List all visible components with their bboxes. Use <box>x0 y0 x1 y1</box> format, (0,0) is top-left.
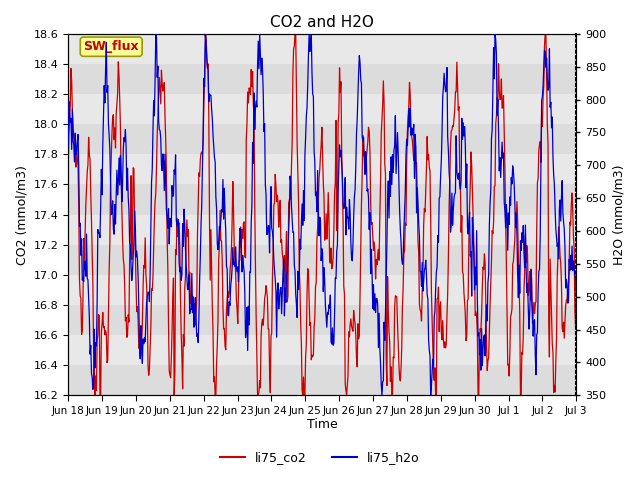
Y-axis label: CO2 (mmol/m3): CO2 (mmol/m3) <box>15 165 28 264</box>
Bar <box>68 245 576 275</box>
Bar <box>68 155 576 184</box>
Title: CO2 and H2O: CO2 and H2O <box>270 15 374 30</box>
Bar <box>68 124 576 155</box>
Text: SW_flux: SW_flux <box>83 40 139 53</box>
Bar <box>68 94 576 124</box>
Bar <box>68 34 576 64</box>
Legend: li75_co2, li75_h2o: li75_co2, li75_h2o <box>215 446 425 469</box>
Bar <box>68 305 576 335</box>
X-axis label: Time: Time <box>307 419 337 432</box>
Bar <box>68 64 576 94</box>
Bar <box>68 215 576 245</box>
Bar <box>68 275 576 305</box>
Bar <box>68 184 576 215</box>
Bar <box>68 335 576 365</box>
Bar <box>68 365 576 395</box>
Y-axis label: H2O (mmol/m3): H2O (mmol/m3) <box>612 164 625 265</box>
